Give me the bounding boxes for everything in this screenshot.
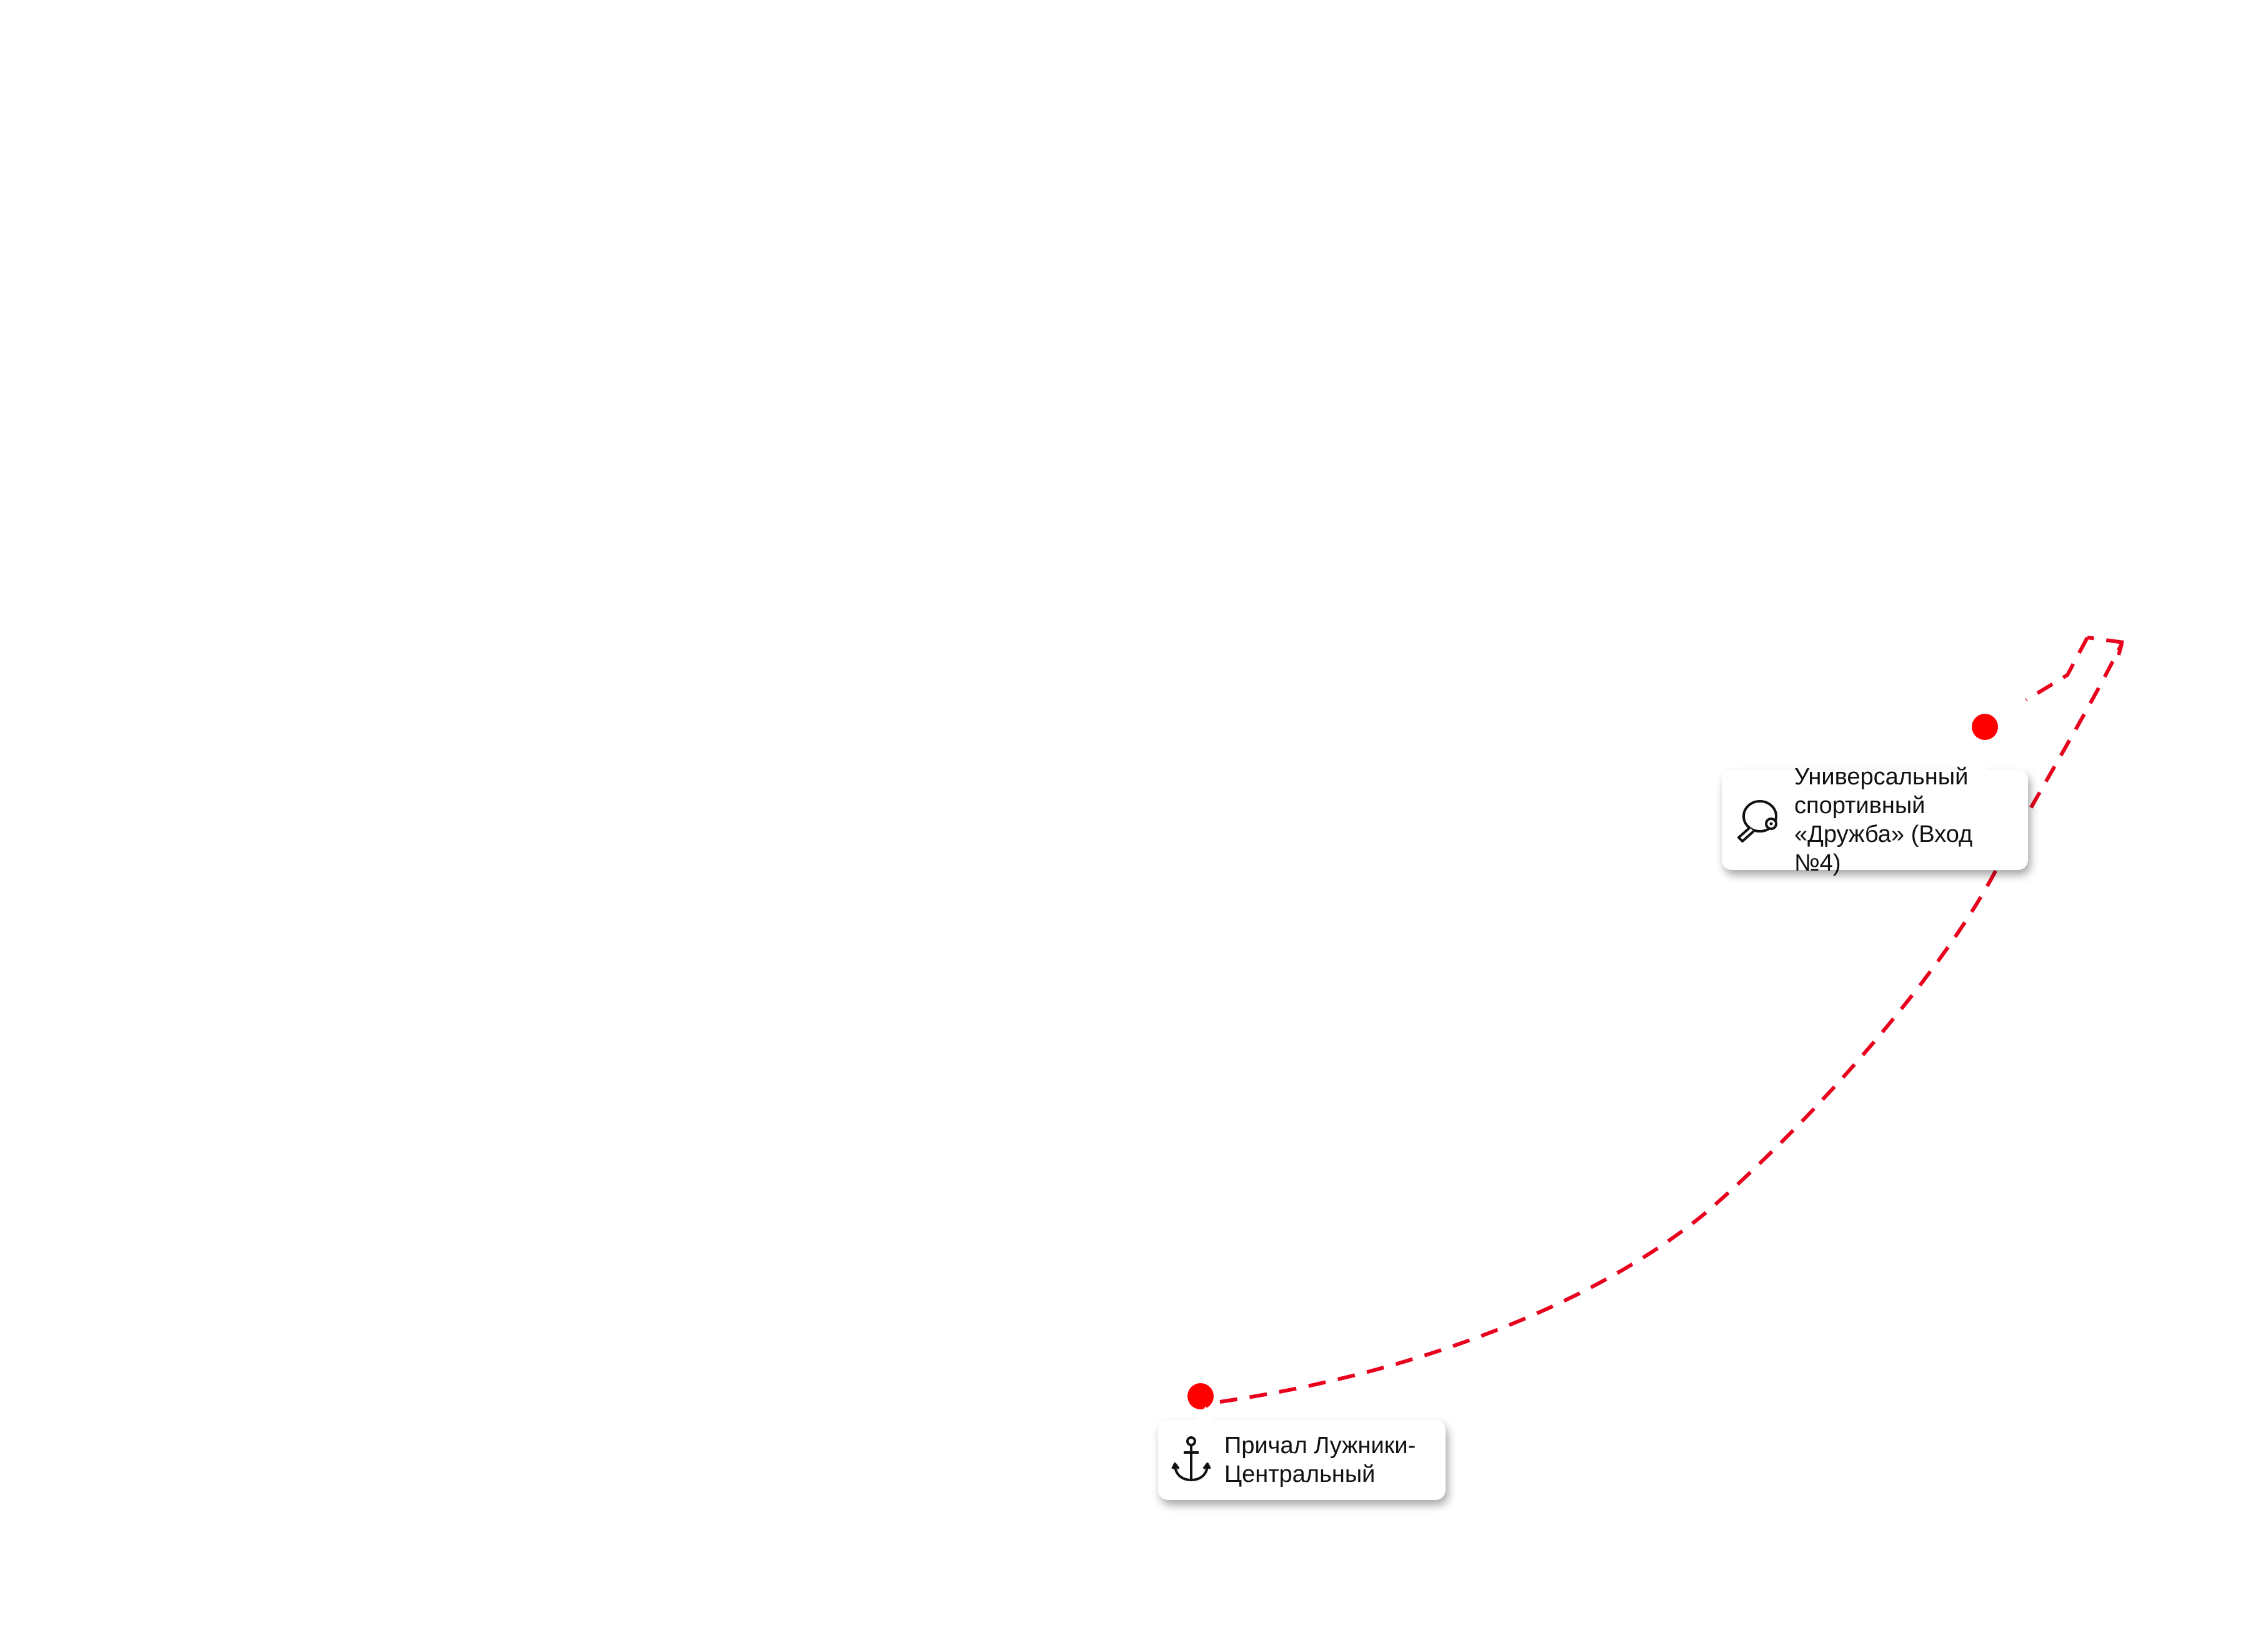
pier-marker[interactable]: [1187, 1383, 1214, 1409]
pier-callout[interactable]: Причал Лужники- Центральный: [1158, 1406, 1446, 1500]
route-dashed-line: [1219, 642, 2124, 1404]
table-tennis-racket-icon: [1729, 789, 1786, 851]
route-hook-segment: [2025, 636, 2124, 702]
stadium-callout[interactable]: Универсальный спортивный «Дружба» (Вход …: [1722, 756, 2028, 876]
callout-pointer: [1196, 1406, 1216, 1421]
stadium-marker[interactable]: [1972, 714, 1998, 740]
stadium-label: Универсальный спортивный «Дружба» (Вход …: [1794, 764, 1973, 876]
pier-label: Причал Лужники- Центральный: [1224, 1432, 1416, 1488]
anchor-icon: [1169, 1432, 1213, 1488]
callout-pointer: [1968, 756, 1988, 771]
